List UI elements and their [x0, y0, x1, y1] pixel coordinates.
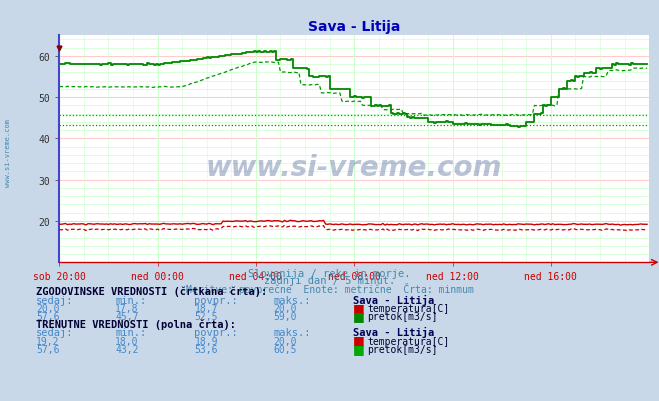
Text: 45,7: 45,7	[115, 311, 139, 321]
Text: povpr.:: povpr.:	[194, 295, 238, 305]
Text: 59,0: 59,0	[273, 311, 297, 321]
Text: ■: ■	[353, 309, 364, 322]
Text: 57,6: 57,6	[36, 311, 60, 321]
Text: Sava - Litija: Sava - Litija	[353, 326, 434, 337]
Text: TRENUTNE VREDNOSTI (polna črta):: TRENUTNE VREDNOSTI (polna črta):	[36, 318, 236, 329]
Title: Sava - Litija: Sava - Litija	[308, 20, 401, 34]
Text: pretok[m3/s]: pretok[m3/s]	[367, 344, 438, 354]
Text: sedaj:: sedaj:	[36, 295, 74, 305]
Text: 57,6: 57,6	[36, 344, 60, 354]
Text: ■: ■	[353, 301, 364, 314]
Text: temperatura[C]: temperatura[C]	[367, 336, 449, 346]
Text: 53,6: 53,6	[194, 344, 218, 354]
Text: povpr.:: povpr.:	[194, 327, 238, 337]
Text: pretok[m3/s]: pretok[m3/s]	[367, 311, 438, 321]
Text: sedaj:: sedaj:	[36, 327, 74, 337]
Text: min.:: min.:	[115, 327, 146, 337]
Text: www.si-vreme.com: www.si-vreme.com	[206, 154, 502, 182]
Text: min.:: min.:	[115, 295, 146, 305]
Text: zadnji dan / 5 minut.: zadnji dan / 5 minut.	[264, 275, 395, 285]
Text: 52,5: 52,5	[194, 311, 218, 321]
Text: 43,2: 43,2	[115, 344, 139, 354]
Text: 19,2: 19,2	[36, 336, 60, 346]
Text: 17,8: 17,8	[115, 303, 139, 313]
Text: Sava - Litija: Sava - Litija	[353, 294, 434, 305]
Text: maks.:: maks.:	[273, 327, 311, 337]
Text: 20,0: 20,0	[273, 336, 297, 346]
Text: 60,5: 60,5	[273, 344, 297, 354]
Text: www.si-vreme.com: www.si-vreme.com	[5, 118, 11, 186]
Text: ZGODOVINSKE VREDNOSTI (črtkana črta):: ZGODOVINSKE VREDNOSTI (črtkana črta):	[36, 286, 268, 297]
Text: temperatura[C]: temperatura[C]	[367, 303, 449, 313]
Text: ■: ■	[353, 334, 364, 346]
Text: ■: ■	[353, 342, 364, 355]
Text: 18,7: 18,7	[194, 303, 218, 313]
Text: Meritve: povprečne  Enote: metrične  Črta: minmum: Meritve: povprečne Enote: metrične Črta:…	[186, 282, 473, 294]
Text: Slovenija / reke in morje.: Slovenija / reke in morje.	[248, 268, 411, 278]
Text: 18,9: 18,9	[194, 336, 218, 346]
Text: 20,0: 20,0	[36, 303, 60, 313]
Text: maks.:: maks.:	[273, 295, 311, 305]
Text: 20,0: 20,0	[273, 303, 297, 313]
Text: 18,0: 18,0	[115, 336, 139, 346]
